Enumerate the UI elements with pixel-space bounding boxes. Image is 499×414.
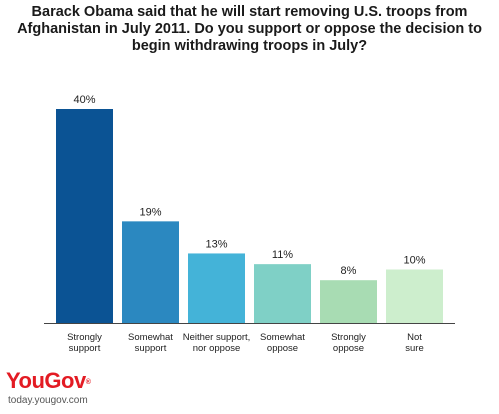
- value-label-2: 13%: [205, 238, 227, 250]
- value-label-1: 19%: [139, 206, 161, 218]
- bar-0[interactable]: [56, 109, 113, 323]
- logo-gov: Gov: [44, 368, 86, 393]
- category-label-5: Not sure: [405, 332, 423, 354]
- value-label-0: 40%: [73, 94, 95, 106]
- category-label-2: Neither support, nor oppose: [183, 332, 251, 354]
- bar-1[interactable]: [122, 221, 179, 323]
- bar-4[interactable]: [320, 280, 377, 323]
- value-label-5: 10%: [403, 255, 425, 267]
- logo-registered-mark: ®: [85, 379, 91, 386]
- category-label-0: Strongly support: [67, 332, 102, 354]
- category-label-4: Strongly oppose: [331, 332, 366, 354]
- logo-you: You: [6, 368, 45, 393]
- yougov-url[interactable]: today.yougov.com: [8, 395, 88, 406]
- bar-2[interactable]: [188, 253, 245, 323]
- value-label-3: 11%: [272, 249, 293, 261]
- yougov-logo[interactable]: YouGov®: [6, 368, 91, 393]
- bar-5[interactable]: [386, 269, 443, 324]
- category-label-1: Somewhat support: [128, 332, 173, 354]
- chart-title: Barack Obama said that he will start rem…: [17, 4, 482, 54]
- category-label-3: Somewhat oppose: [260, 332, 305, 354]
- value-label-4: 8%: [341, 265, 357, 277]
- bar-3[interactable]: [254, 264, 311, 323]
